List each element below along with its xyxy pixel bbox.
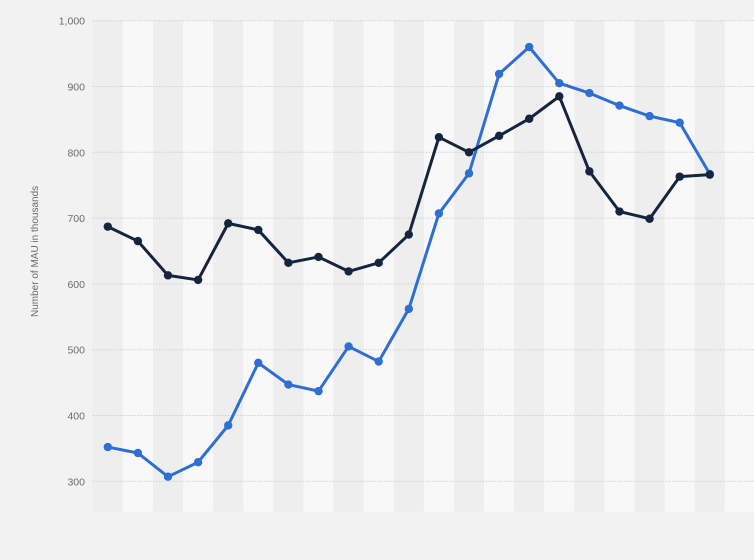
svg-text:300: 300 <box>67 476 85 488</box>
svg-text:700: 700 <box>67 213 85 225</box>
svg-text:800: 800 <box>67 147 85 159</box>
svg-text:400: 400 <box>67 411 85 423</box>
svg-text:900: 900 <box>67 82 85 94</box>
svg-text:600: 600 <box>67 279 85 291</box>
svg-text:1,000: 1,000 <box>59 16 85 28</box>
svg-text:500: 500 <box>67 345 85 357</box>
